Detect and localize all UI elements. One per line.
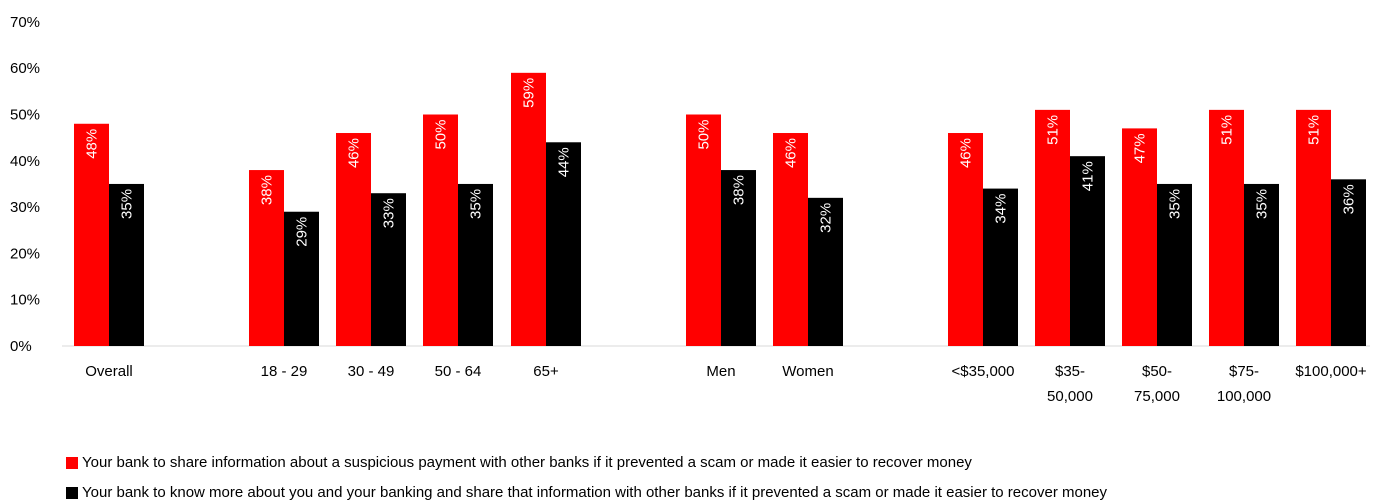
x-tick-label: $100,000+ bbox=[1295, 363, 1367, 380]
y-tick-label: 60% bbox=[10, 60, 40, 77]
x-tick-label: $35- bbox=[1055, 363, 1085, 380]
bar-series-2 bbox=[1070, 156, 1105, 346]
data-label: 50% bbox=[433, 120, 450, 150]
data-label: 32% bbox=[818, 203, 835, 233]
bar-series-2 bbox=[109, 183, 144, 346]
bar-series-1 bbox=[686, 114, 721, 346]
data-label: 46% bbox=[346, 138, 363, 168]
y-tick-label: 20% bbox=[10, 245, 40, 262]
legend-swatch-black bbox=[66, 486, 78, 499]
bar-series-2 bbox=[1331, 179, 1366, 346]
data-label: 29% bbox=[294, 217, 311, 247]
data-label: 47% bbox=[1132, 133, 1149, 163]
data-label: 59% bbox=[521, 78, 538, 108]
data-label: 44% bbox=[556, 147, 573, 177]
bar-series-2 bbox=[1244, 183, 1279, 346]
x-tick-label: 30 - 49 bbox=[348, 363, 395, 380]
bar-series-1 bbox=[773, 133, 808, 346]
bar-series-1 bbox=[511, 72, 546, 346]
y-tick-label: 40% bbox=[10, 153, 40, 170]
x-tick-label: Overall bbox=[85, 363, 133, 380]
bar-series-2 bbox=[983, 188, 1018, 346]
x-tick-label: $75- bbox=[1229, 363, 1259, 380]
data-label: 35% bbox=[1167, 189, 1184, 219]
x-tick-label: 18 - 29 bbox=[261, 363, 308, 380]
bar-series-1 bbox=[336, 133, 371, 346]
x-tick-label: 75,000 bbox=[1134, 388, 1180, 405]
data-label: 33% bbox=[381, 198, 398, 228]
x-tick-label: 100,000 bbox=[1217, 388, 1271, 405]
data-label: 38% bbox=[731, 175, 748, 205]
y-tick-label: 30% bbox=[10, 199, 40, 216]
bar-series-2 bbox=[721, 170, 756, 346]
legend-label-series-1: Your bank to share information about a s… bbox=[82, 454, 972, 471]
data-label: 38% bbox=[259, 175, 276, 205]
bar-series-2 bbox=[546, 142, 581, 346]
x-tick-label: Men bbox=[706, 363, 735, 380]
bar-series-1 bbox=[1122, 128, 1157, 346]
bar-series-1 bbox=[948, 133, 983, 346]
data-label: 36% bbox=[1341, 184, 1358, 214]
data-label: 51% bbox=[1045, 115, 1062, 145]
data-label: 46% bbox=[958, 138, 975, 168]
bar-series-1 bbox=[74, 123, 109, 346]
x-tick-label: $50- bbox=[1142, 363, 1172, 380]
legend-swatch-red bbox=[66, 456, 78, 469]
bar-series-1 bbox=[1296, 109, 1331, 347]
data-label: 35% bbox=[119, 189, 136, 219]
y-tick-label: 10% bbox=[10, 292, 40, 309]
x-tick-label: 50,000 bbox=[1047, 388, 1093, 405]
data-label: 51% bbox=[1219, 115, 1236, 145]
data-label: 51% bbox=[1306, 115, 1323, 145]
x-tick-label: Women bbox=[782, 363, 833, 380]
bar-series-2 bbox=[1157, 183, 1192, 346]
bar-series-1 bbox=[423, 114, 458, 346]
x-tick-label: <$35,000 bbox=[952, 363, 1015, 380]
bar-series-1 bbox=[249, 170, 284, 346]
data-label: 35% bbox=[1254, 189, 1271, 219]
y-tick-label: 0% bbox=[10, 338, 32, 355]
legend-entry-series-2: Your bank to know more about you and you… bbox=[66, 484, 1107, 501]
bar-series-1 bbox=[1209, 109, 1244, 347]
legend-label-series-2: Your bank to know more about you and you… bbox=[82, 484, 1108, 501]
legend-entry-series-1: Your bank to share information about a s… bbox=[66, 454, 972, 471]
x-tick-label: 50 - 64 bbox=[435, 363, 482, 380]
bar-series-2 bbox=[284, 211, 319, 346]
bar-series-2 bbox=[808, 197, 843, 346]
data-label: 48% bbox=[84, 129, 101, 159]
bar-chart: 0% 10% 20% 30% 40% 50% 60% 70% 48% 35% Overall 38% 2… bbox=[10, 14, 1370, 405]
data-label: 50% bbox=[696, 120, 713, 150]
bar-series-2 bbox=[458, 183, 493, 346]
bar-series-1 bbox=[1035, 109, 1070, 347]
x-tick-label: 65+ bbox=[533, 363, 559, 380]
y-tick-label: 50% bbox=[10, 107, 40, 124]
data-label: 34% bbox=[993, 194, 1010, 224]
data-label: 41% bbox=[1080, 161, 1097, 191]
data-label: 46% bbox=[783, 138, 800, 168]
data-label: 35% bbox=[468, 189, 485, 219]
y-tick-label: 70% bbox=[10, 14, 40, 31]
bar-series-2 bbox=[371, 193, 406, 346]
